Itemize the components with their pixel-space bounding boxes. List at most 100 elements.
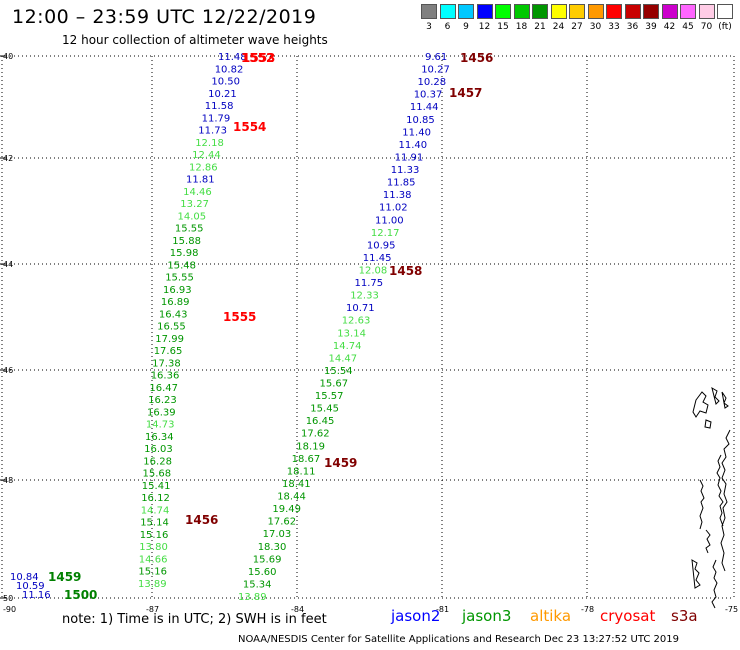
legend-altika: altika [530,607,572,625]
wave-height-value: 16.43 [159,309,188,320]
wave-height-value: 18.44 [277,492,306,503]
lat-lon-grid: 40 42 44 46 48 50 -90 -87 -84 -81 -78 -75 [0,52,738,614]
wave-height-value: 16.93 [163,285,192,296]
wave-height-value: 13.14 [337,328,366,339]
wave-height-value: 13.80 [139,542,168,553]
wave-height-value: 16.03 [144,444,173,455]
wave-height-value: 11.40 [399,140,428,151]
lon-label: -90 [3,605,16,614]
lon-label: -75 [725,605,738,614]
color-swatch [587,4,604,19]
wave-height-value: 12.44 [192,150,221,161]
wave-height-value: 16.47 [149,383,178,394]
wave-height-value: 18.19 [296,441,325,452]
lat-label: 46 [3,366,13,375]
time-label: 1459 [48,570,81,584]
wave-height-value: 17.38 [152,358,181,369]
color-swatch [439,4,456,19]
wave-height-value: 16.89 [161,297,190,308]
wave-height-value: 12.63 [342,316,371,327]
lat-label: 48 [3,476,13,485]
wave-height-value: 11.02 [379,203,408,214]
time-label: 1552 [241,51,274,65]
wave-height-value: 16.55 [157,322,186,333]
wave-height-value: 13.27 [180,199,209,210]
color-scale-label: 33 [608,22,620,32]
wave-height-value: 10.85 [406,115,435,126]
wave-height-value: 15.55 [175,224,204,235]
time-label: 1500 [64,588,97,602]
wave-height-value: 11.58 [205,101,234,112]
color-swatch [532,4,548,19]
color-scale-label: 21 [534,22,546,32]
wave-height-value: 9.61 [425,52,447,63]
wave-height-value: 11.91 [395,153,424,164]
color-swatch [495,4,511,19]
wave-height-value: 12.18 [195,138,224,149]
color-swatch [643,4,659,19]
wave-height-value: 16.36 [151,371,180,382]
wave-height-value: 10.84 [10,572,39,583]
color-scale-label: 70 [700,22,713,32]
color-scale-label: 18 [515,22,528,32]
wave-height-value: 14.46 [183,187,212,198]
wave-height-value: 16.34 [145,432,174,443]
color-swatch [569,4,585,19]
map-subtitle: 12 hour collection of altimeter wave hei… [62,33,328,47]
wave-height-value: 17.03 [263,529,292,540]
color-scale-label: 15 [497,22,509,32]
wave-height-value: 13.89 [238,592,267,603]
wave-height-value: 12.17 [371,228,400,239]
wave-height-value: 11.48 [218,52,247,63]
wave-height-value: 15.57 [315,391,344,402]
legend-cryosat: cryosat [600,607,656,625]
wave-height-value: 14.47 [329,353,358,364]
time-label: 1553 [242,51,275,65]
color-swatch [717,4,733,19]
color-swatch [624,4,641,19]
wave-height-value: 10.95 [367,240,396,251]
wave-height-value: 15.60 [248,567,277,578]
color-scale-label: 12 [478,22,491,32]
lon-label: -78 [581,605,594,614]
legend-jason3: jason3 [462,607,512,625]
color-swatch [458,4,474,19]
wave-height-value: 16.28 [143,456,172,467]
wave-height-value: 18.41 [282,479,311,490]
wave-height-value: 12.86 [189,162,218,173]
color-scale-label: 45 [682,22,694,32]
color-swatch [661,4,678,19]
color-swatch [550,4,567,19]
coastline [691,386,731,609]
wave-height-value: 15.16 [140,530,169,541]
color-scale-label: 6 [444,22,451,32]
wave-height-value: 18.67 [292,454,321,465]
time-label: 1459 [324,456,357,470]
footer-credit: NOAA/NESDIS Center for Satellite Applica… [238,634,680,645]
wave-height-value: 11.16 [22,590,51,601]
color-swatch [421,4,437,19]
wave-height-value: 11.85 [387,178,416,189]
wave-height-value: 11.33 [391,165,420,176]
legend-s3a: s3a [671,607,698,625]
wave-height-value: 15.14 [140,518,169,529]
wave-height-value: 10.21 [208,89,237,100]
color-scale-label: 27 [571,22,583,32]
wave-height-value: 15.69 [253,554,282,565]
color-swatch [698,4,715,19]
wave-height-value: 10.59 [16,581,45,592]
wave-height-value: 16.39 [147,407,176,418]
wave-height-value: 11.45 [363,253,392,264]
wave-height-value: 11.73 [198,126,227,137]
time-label: 1456 [185,513,218,527]
wave-height-value: 10.28 [418,77,447,88]
color-scale-label: 36 [626,22,639,32]
lon-label: -81 [436,605,449,614]
wave-height-value: 15.45 [310,404,339,415]
legend-jason2: jason2 [391,607,441,625]
wave-height-value: 18.11 [287,466,316,477]
wave-height-value: 17.99 [155,334,184,345]
wave-height-value: 11.81 [186,175,215,186]
wave-height-value: 11.00 [375,215,404,226]
